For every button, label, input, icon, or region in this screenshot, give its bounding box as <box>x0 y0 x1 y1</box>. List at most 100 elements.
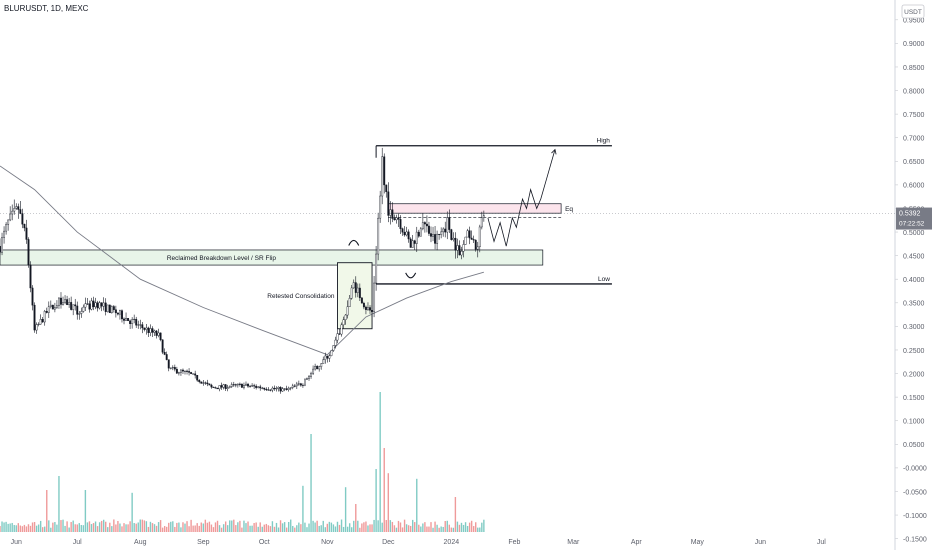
x-tick-label: Feb <box>508 539 520 546</box>
volume-bar <box>468 522 471 532</box>
volume-bar <box>318 525 320 532</box>
volume-bar <box>247 521 249 532</box>
candle-body <box>204 382 207 384</box>
candle-body <box>224 384 227 389</box>
y-tick-label: -0.0000 <box>903 466 927 473</box>
volume-bar <box>271 521 274 532</box>
candle-body <box>29 264 32 289</box>
y-tick-label: 0.4000 <box>903 277 925 284</box>
candle-body <box>440 231 443 235</box>
volume-bar <box>86 522 89 532</box>
x-tick-label: Jul <box>817 539 826 546</box>
candle-body <box>356 287 359 293</box>
volume-bar <box>428 526 430 532</box>
candle-body <box>96 302 99 309</box>
candle-body <box>324 355 327 360</box>
candle-body <box>450 229 453 240</box>
volume-bar <box>395 527 398 532</box>
candle-body <box>322 359 325 364</box>
volume-bar <box>131 492 133 532</box>
volume-bar <box>330 522 333 532</box>
volume-bar <box>285 527 288 532</box>
candle-body <box>68 302 71 305</box>
candle-body <box>72 304 75 310</box>
volume-bar <box>375 469 377 532</box>
candle-body <box>265 389 268 391</box>
volume-bar <box>196 523 198 532</box>
candle-body <box>444 228 447 233</box>
volume-bar <box>308 523 310 532</box>
volume-bar <box>422 523 424 532</box>
volume-bar <box>145 521 148 532</box>
volume-bar <box>338 524 341 532</box>
projection-path <box>487 149 556 247</box>
symbol-title: BLURUSDT, 1D, MEXC <box>4 4 89 13</box>
volume-bar <box>74 524 76 532</box>
volume-bar <box>88 521 91 532</box>
candle-body <box>308 376 310 379</box>
consolidation-label: Retested Consolidation <box>267 293 335 300</box>
candle-body <box>476 246 479 250</box>
volume-bar <box>397 520 400 532</box>
candle-body <box>320 363 323 367</box>
volume-bar <box>141 519 144 532</box>
volume-bar <box>418 524 420 532</box>
candle-body <box>112 306 115 310</box>
candle-body <box>371 310 373 312</box>
volume-bar <box>60 520 62 532</box>
y-tick-label: 0.9500 <box>903 18 925 25</box>
y-tick-label: 0.1000 <box>903 419 925 426</box>
candle-body <box>468 230 471 239</box>
candle-body <box>407 231 410 240</box>
volume-bar <box>204 519 207 532</box>
candle-body <box>17 206 20 210</box>
candle-body <box>218 385 221 390</box>
candle-body <box>277 386 280 389</box>
low-line-label: Low <box>598 276 610 283</box>
volume-bar <box>464 522 467 532</box>
y-tick-label: -0.1000 <box>903 513 927 520</box>
candle-body <box>135 318 138 326</box>
volume-bar <box>224 521 227 532</box>
candle-body <box>184 370 186 372</box>
volume-bar <box>292 525 294 532</box>
candle-body <box>261 387 264 389</box>
volume-bar <box>208 521 211 532</box>
candle-body <box>147 327 150 333</box>
volume-bar <box>180 527 182 532</box>
volume-bar <box>472 526 475 532</box>
volume-bar <box>48 520 50 532</box>
candle-body <box>385 184 388 193</box>
candle-body <box>206 382 209 385</box>
x-tick-label: Jun <box>755 539 766 546</box>
candle-body <box>480 217 483 228</box>
candle-body <box>247 383 249 387</box>
candle-body <box>251 385 254 387</box>
candle-body <box>35 324 38 331</box>
candle-body <box>104 302 107 312</box>
volume-bar <box>328 521 331 532</box>
volume-bar <box>239 520 241 532</box>
x-tick-label: Mar <box>567 539 580 546</box>
currency-badge-frame <box>901 4 925 19</box>
volume-bar <box>411 519 414 532</box>
candle-body <box>55 305 58 308</box>
candle-body <box>70 302 73 310</box>
volume-bar <box>121 526 123 532</box>
candle-body <box>421 222 424 230</box>
volume-bar <box>259 522 261 532</box>
candle-body <box>295 383 298 387</box>
candle-body <box>304 378 306 386</box>
volume-bar <box>446 520 448 532</box>
candle-body <box>66 299 69 305</box>
volume-bar <box>25 526 28 532</box>
volume-bar <box>336 521 339 532</box>
volume-bar <box>29 525 32 532</box>
volume-bar <box>39 520 42 532</box>
volume-bar <box>35 525 38 532</box>
volume-bar <box>202 523 204 532</box>
volume-bar <box>320 525 322 532</box>
candle-body <box>257 386 260 388</box>
volume-bar <box>15 525 17 532</box>
